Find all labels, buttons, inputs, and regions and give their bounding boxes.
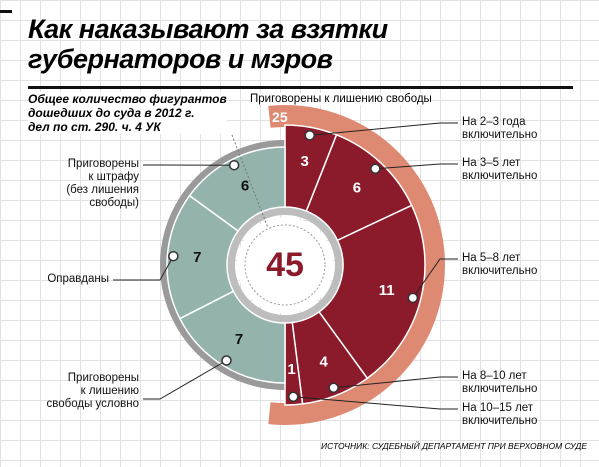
chart-subtitle: Общее количество фигурантов дошедших до … [28,92,227,134]
segment-label: На 2–3 года включительно [462,116,538,141]
segment-label: Приговорены к штрафу (без лишения свобод… [66,158,139,209]
callout-dot [228,159,240,171]
segment-value: 6 [353,179,361,196]
leader [231,134,269,229]
segment-label: На 5–8 лет включительно [462,252,538,277]
callout-line [412,258,458,299]
outer-arc-label: Приговорены к лишению свободы [250,93,432,105]
callout-line [333,376,458,389]
center-ring [244,224,326,306]
segment-value: 11 [379,282,395,299]
segment-value: 1 [287,361,295,378]
callout-dot [304,130,315,141]
segment-value: 7 [235,331,243,348]
segment-value: 7 [193,249,201,266]
chart-title: Как наказывают за взятки губернаторов и … [28,14,388,74]
segment-label: На 3–5 лет включительно [462,157,538,182]
center-total: 45 [266,246,304,284]
callout-dot [221,355,232,366]
center [237,217,333,313]
outer-arc-value: 25 [272,109,288,125]
segment-label: На 10–15 лет включительно [462,402,538,427]
callout-dot [370,163,381,175]
segment-label: Приговорены к лишению свободы условно [46,372,140,410]
callout-dot [168,250,179,262]
callout-dot [407,292,419,304]
callout-line [375,163,458,170]
segment-value: 3 [301,153,309,170]
callout-dot [288,391,299,402]
segment-value: 6 [241,178,249,195]
segment-label: Оправданы [47,273,109,285]
segment [318,204,426,380]
source-note: ИСТОЧНИК: СУДЕБНЫЙ ДЕПАРТАМЕНТ ПРИ ВЕРХО… [321,441,587,451]
callout-line [113,255,174,281]
callout-line [293,396,458,410]
callout-line [309,122,458,136]
corner-mark [0,10,12,13]
callout-dot [328,382,339,393]
segment-label: На 8–10 лет включительно [462,370,538,395]
title-rule [28,86,573,89]
callout-line [143,360,227,400]
segment-value: 4 [319,354,328,371]
